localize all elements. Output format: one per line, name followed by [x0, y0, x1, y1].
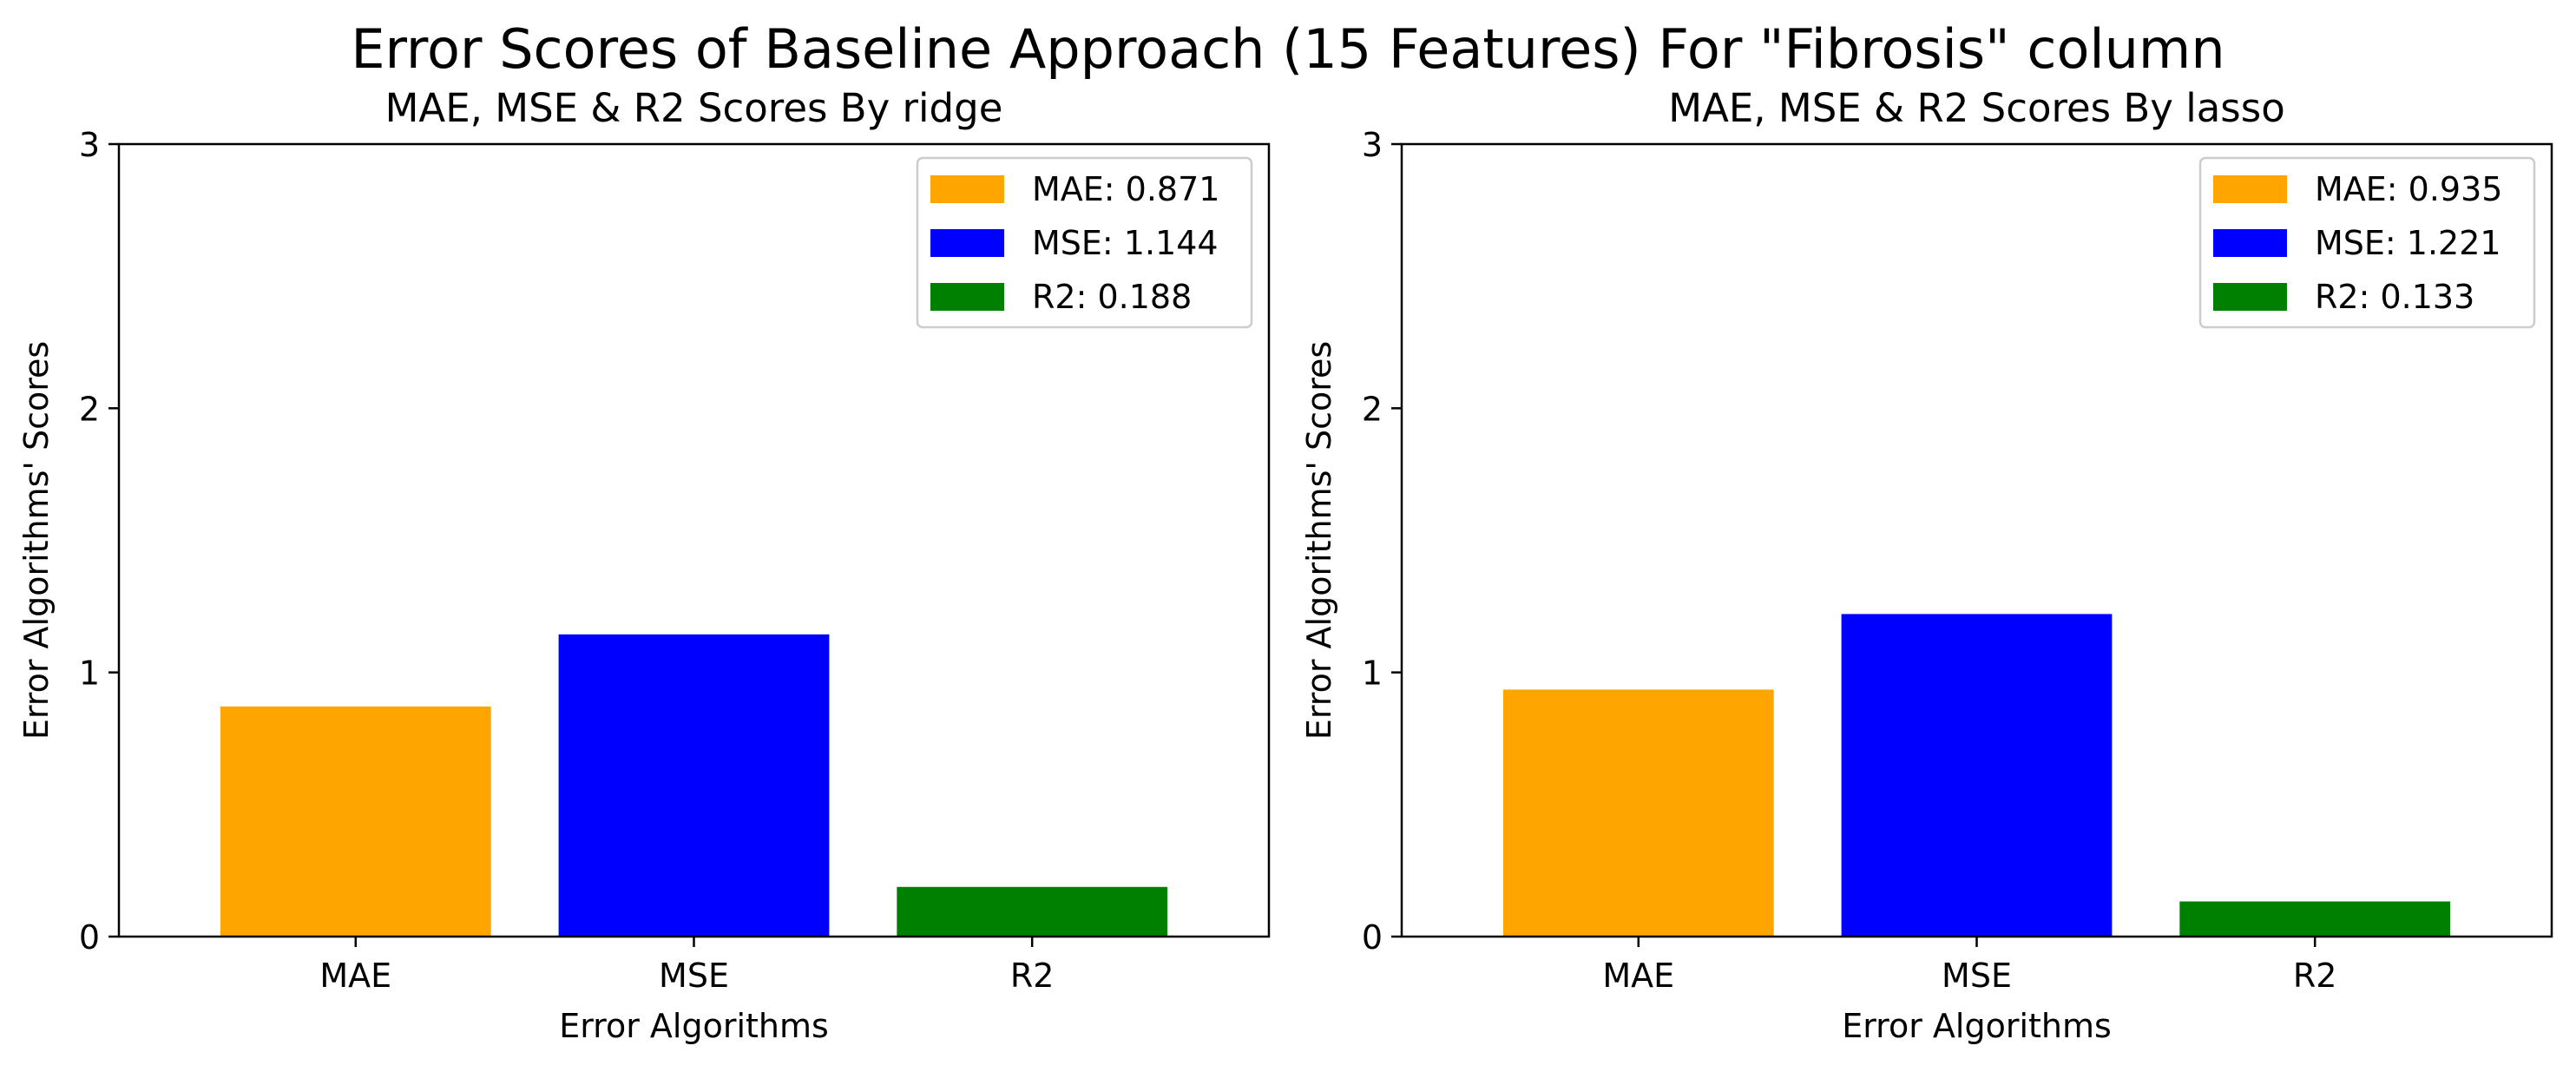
y-tick-label: 3 — [1362, 126, 1383, 164]
plot-frame — [1400, 142, 2553, 938]
legend-label: MAE: 0.871 — [1032, 170, 1219, 208]
bar-r2 — [897, 886, 1168, 937]
legend-label: MAE: 0.935 — [2315, 170, 2502, 208]
y-tick-label: 0 — [79, 918, 100, 957]
figure-title: Error Scores of Baseline Approach (15 Fe… — [351, 17, 2224, 81]
y-tick-label: 0 — [1362, 918, 1383, 957]
legend-label: R2: 0.133 — [2315, 278, 2474, 316]
legend-swatch — [930, 229, 1004, 257]
legend-swatch — [930, 175, 1004, 203]
x-tick-label: R2 — [2293, 957, 2337, 995]
x-tick-label: MAE — [1602, 957, 1674, 995]
x-tick-label: MSE — [1942, 957, 2012, 995]
y-tick-label: 1 — [79, 654, 100, 693]
legend-swatch — [930, 283, 1004, 311]
x-axis-label: Error Algorithms — [559, 1007, 829, 1045]
y-tick-label: 3 — [79, 126, 100, 164]
bar-mae — [220, 706, 491, 937]
y-tick-label: 2 — [1362, 390, 1383, 428]
chart-title: MAE, MSE & R2 Scores By ridge — [385, 85, 1003, 131]
x-tick-label: MAE — [319, 957, 391, 995]
legend-swatch — [2213, 175, 2287, 203]
chart-title: MAE, MSE & R2 Scores By lasso — [1668, 85, 2284, 131]
chart-panel: MAE, MSE & R2 Scores By ridge MAE MSE R2 0 1 2… — [17, 85, 1271, 1045]
legend: MAE: 0.935 MSE: 1.221 R2: 0.133 — [2198, 156, 2536, 329]
legend-label: MSE: 1.221 — [2315, 224, 2501, 262]
bar-mae — [1502, 689, 1774, 937]
x-axis-label: Error Algorithms — [1842, 1007, 2112, 1045]
bar-r2 — [2179, 901, 2451, 937]
x-tick-label: MSE — [659, 957, 729, 995]
bar-mse — [1841, 614, 2113, 937]
y-tick-label: 1 — [1362, 654, 1383, 693]
legend-swatch — [2213, 283, 2287, 311]
plot-frame — [117, 142, 1271, 938]
bar-mse — [558, 634, 830, 937]
legend-label: R2: 0.188 — [1032, 278, 1192, 316]
y-axis-label: Error Algorithms' Scores — [1300, 341, 1338, 740]
legend-label: MSE: 1.144 — [1032, 224, 1219, 262]
y-axis-label: Error Algorithms' Scores — [17, 341, 56, 740]
legend-swatch — [2213, 229, 2287, 257]
y-tick-label: 2 — [79, 390, 100, 428]
legend: MAE: 0.871 MSE: 1.144 R2: 0.188 — [916, 156, 1253, 329]
x-tick-label: R2 — [1010, 957, 1055, 995]
chart-panel: MAE, MSE & R2 Scores By lasso MAE MSE R2 0 1 2… — [1300, 85, 2553, 1045]
charts: MAE, MSE & R2 Scores By ridge MAE MSE R2 0 1 2… — [17, 85, 2553, 1045]
